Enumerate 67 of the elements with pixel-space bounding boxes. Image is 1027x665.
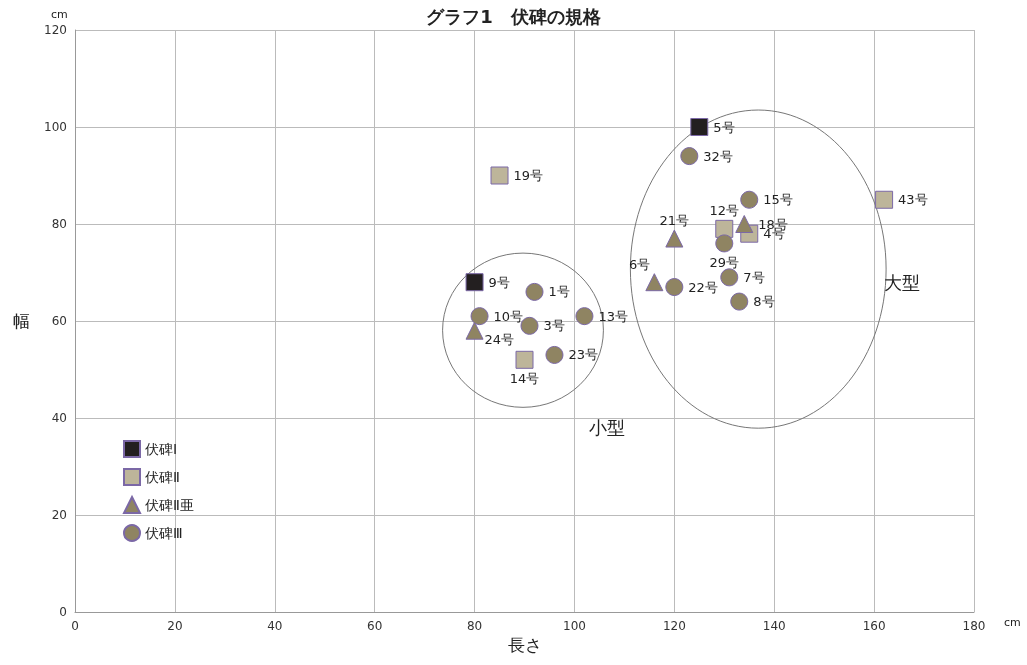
point bbox=[465, 273, 484, 292]
annotation: 12号 bbox=[709, 203, 740, 219]
y-tick-label: 60 bbox=[51, 314, 67, 328]
x-tick-label: 20 bbox=[167, 619, 183, 633]
annotation: 29号 bbox=[709, 254, 740, 270]
point bbox=[465, 321, 484, 340]
point bbox=[470, 307, 489, 326]
x-tick-label: 180 bbox=[962, 619, 986, 633]
y-tick-label: 20 bbox=[51, 508, 67, 522]
legend-label: 伏碑Ⅱ亜 bbox=[145, 497, 194, 513]
annotation: 8号 bbox=[753, 294, 775, 310]
point bbox=[875, 190, 894, 209]
point bbox=[740, 190, 759, 209]
x-axis-title: 長さ bbox=[507, 635, 542, 656]
point bbox=[680, 147, 699, 166]
chart-title: グラフ1 伏碑の規格 bbox=[426, 5, 602, 27]
text: cm bbox=[1004, 615, 1021, 629]
x-tick-label: 60 bbox=[367, 619, 383, 633]
annotation: 43号 bbox=[898, 192, 928, 208]
x-tick-label: 100 bbox=[562, 619, 586, 633]
point bbox=[545, 345, 564, 364]
annotation: 大型 bbox=[884, 271, 921, 293]
point bbox=[490, 166, 509, 185]
annotation: 小型 bbox=[589, 417, 626, 439]
y-tick-label: 100 bbox=[44, 120, 67, 134]
annotation: 1号 bbox=[548, 284, 570, 300]
annotation: 14号 bbox=[509, 371, 540, 387]
annotation: 24号 bbox=[484, 332, 515, 348]
point bbox=[645, 273, 664, 292]
legend-label: 伏碑Ⅲ bbox=[145, 525, 183, 541]
point bbox=[730, 292, 749, 311]
annotation: 32号 bbox=[703, 148, 733, 164]
y-tick-label: 120 bbox=[44, 23, 67, 37]
legend-label: 伏碑Ⅱ bbox=[145, 469, 180, 485]
point bbox=[735, 215, 754, 233]
y-tick-label: 40 bbox=[51, 411, 67, 425]
annotation: 3号 bbox=[543, 318, 565, 334]
annotation: 19号 bbox=[513, 168, 544, 183]
point bbox=[715, 234, 734, 253]
point bbox=[665, 278, 684, 297]
annotation: 21号 bbox=[659, 213, 690, 229]
point bbox=[575, 307, 594, 326]
point bbox=[525, 282, 544, 301]
annotation: 22号 bbox=[688, 279, 718, 295]
x-tick-label: 0 bbox=[71, 619, 79, 633]
x-tick-label: 120 bbox=[662, 619, 686, 633]
point bbox=[690, 118, 709, 136]
annotation: 7号 bbox=[743, 269, 765, 285]
x-tick-label: 40 bbox=[267, 619, 283, 633]
annotation: 13号 bbox=[598, 308, 628, 324]
point bbox=[665, 229, 684, 248]
annotation: 9号 bbox=[488, 274, 510, 290]
x-tick-label: 160 bbox=[862, 619, 886, 633]
annotation: 6号 bbox=[629, 256, 651, 272]
legend-label: 伏碑Ⅰ bbox=[145, 441, 178, 457]
point bbox=[515, 350, 534, 369]
y-tick-label: 80 bbox=[51, 217, 67, 231]
annotation: 15号 bbox=[763, 192, 793, 208]
text: cm bbox=[51, 7, 68, 21]
x-tick-label: 140 bbox=[762, 619, 786, 633]
annotation: 23号 bbox=[568, 347, 599, 363]
y-axis-title: 幅 bbox=[13, 311, 30, 331]
annotation: 10号 bbox=[493, 308, 524, 324]
annotation: 5号 bbox=[713, 119, 735, 135]
y-tick-label: 0 bbox=[59, 605, 67, 619]
x-tick-label: 80 bbox=[466, 619, 483, 633]
point bbox=[720, 268, 739, 287]
